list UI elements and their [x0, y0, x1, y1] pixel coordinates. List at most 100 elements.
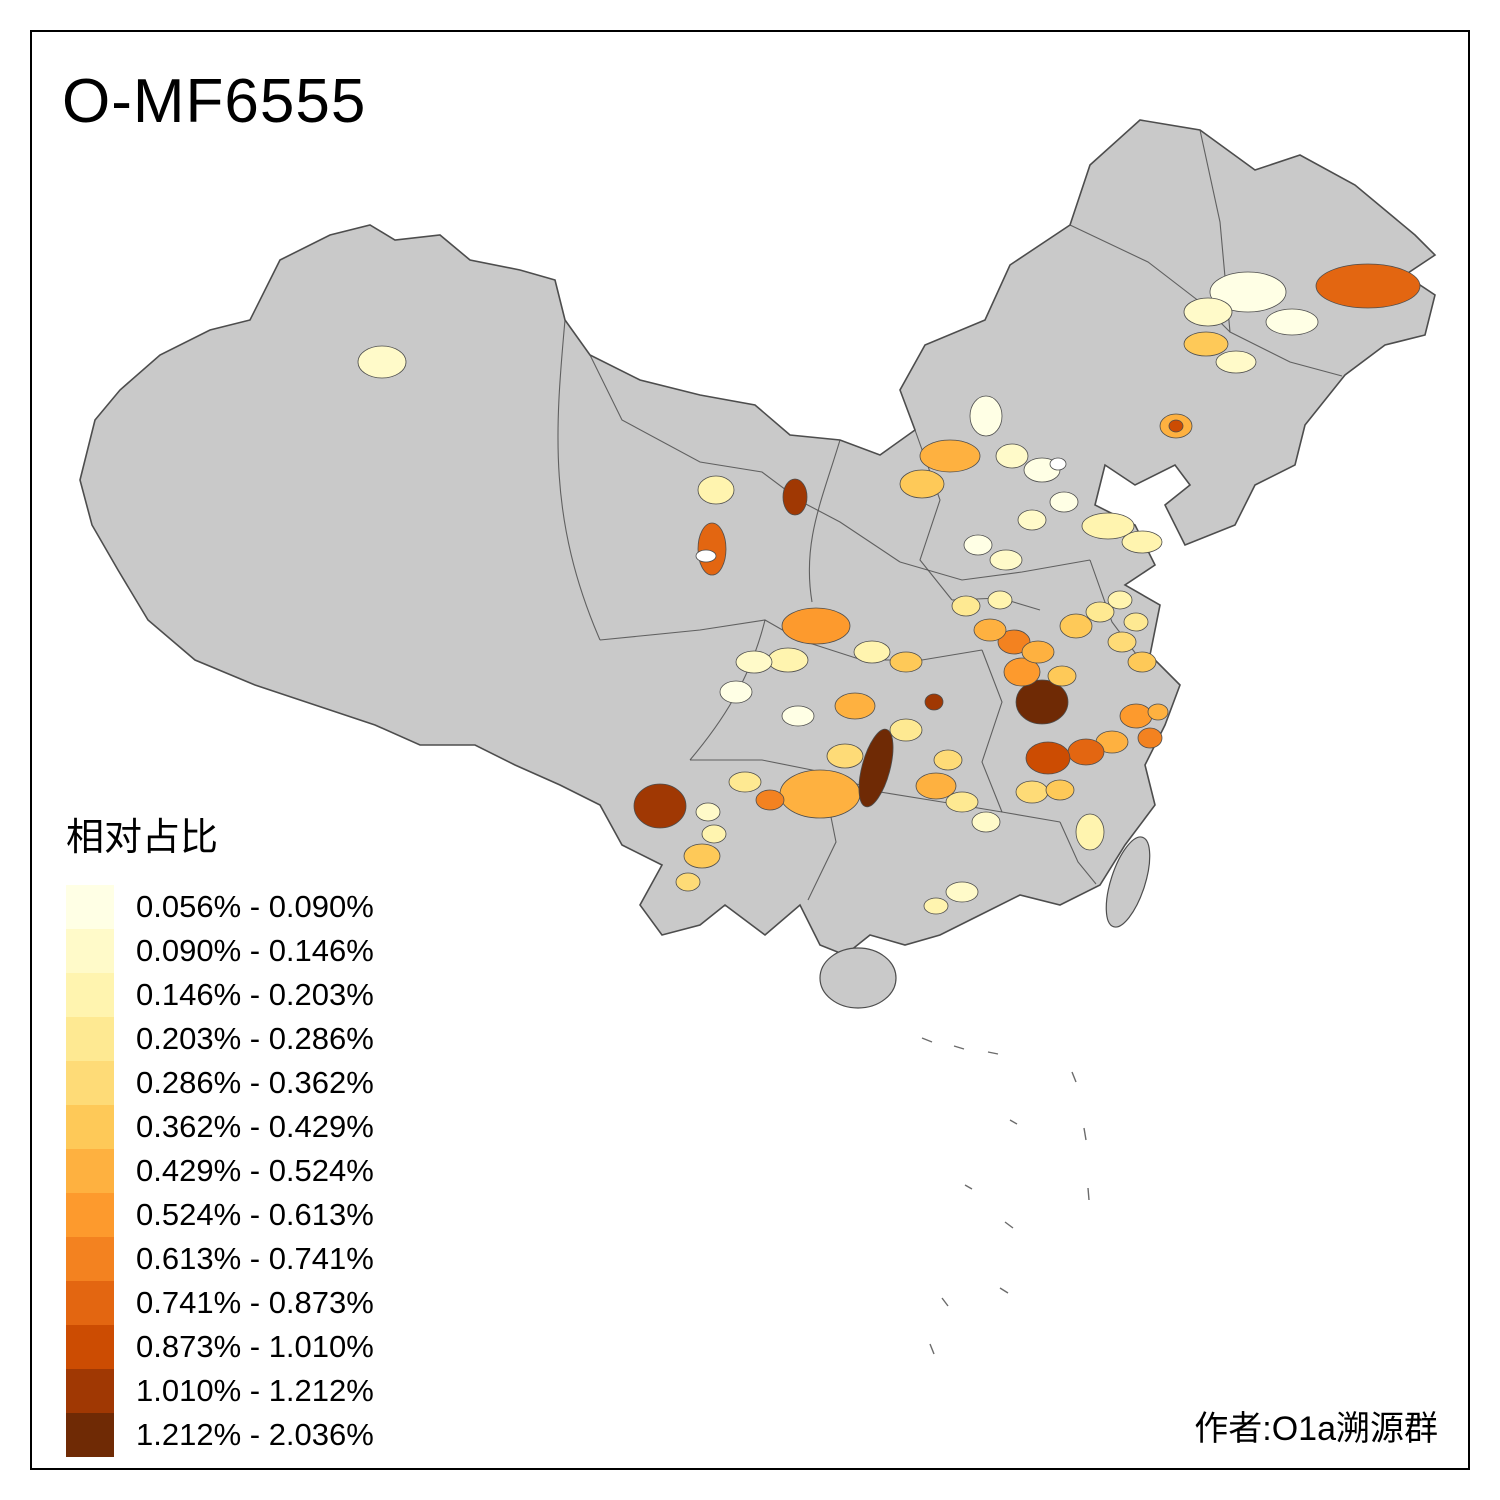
- map-region: [728, 771, 762, 793]
- map-region: [1183, 297, 1233, 327]
- legend-row: 0.146% - 0.203%: [66, 973, 374, 1017]
- legend-swatch: [66, 885, 114, 929]
- legend-row: 1.212% - 2.036%: [66, 1413, 374, 1457]
- map-region: [924, 693, 944, 711]
- map-region: [675, 872, 701, 892]
- legend-row: 1.010% - 1.212%: [66, 1369, 374, 1413]
- map-region: [1127, 651, 1157, 673]
- map-region: [697, 522, 727, 576]
- legend-rows: 0.056% - 0.090% 0.090% - 0.146% 0.146% - 0…: [66, 885, 374, 1457]
- map-region: [826, 743, 864, 769]
- legend-row: 0.203% - 0.286%: [66, 1017, 374, 1061]
- legend-swatch: [66, 1369, 114, 1413]
- legend: 相对占比 0.056% - 0.090% 0.090% - 0.146% 0.146…: [66, 806, 374, 1457]
- map-region: [1003, 657, 1041, 687]
- legend-label: 0.286% - 0.362%: [136, 1065, 374, 1100]
- legend-title: 相对占比: [66, 817, 219, 859]
- map-region: [834, 692, 876, 720]
- map-region: [945, 791, 979, 813]
- map-title: O-MF6555: [62, 67, 367, 136]
- map-region: [923, 897, 949, 915]
- legend-label: 0.146% - 0.203%: [136, 977, 374, 1012]
- map-region: [697, 475, 735, 505]
- legend-swatch: [66, 1237, 114, 1281]
- map-region: [889, 651, 923, 673]
- legend-row: 0.524% - 0.613%: [66, 1193, 374, 1237]
- map-region: [1017, 509, 1047, 531]
- legend-row: 0.286% - 0.362%: [66, 1061, 374, 1105]
- map-region: [1049, 491, 1079, 513]
- author-credit: 作者:O1a溯源群: [1194, 1410, 1438, 1448]
- map-region: [1045, 779, 1075, 801]
- lake: [1049, 457, 1067, 471]
- map-region: [1085, 601, 1115, 623]
- map-region: [1107, 590, 1133, 610]
- legend-swatch: [66, 1325, 114, 1369]
- figure-border: [30, 30, 1470, 1470]
- map-region: [963, 534, 993, 556]
- map-region: [1015, 679, 1069, 725]
- legend-label: 0.741% - 0.873%: [136, 1285, 374, 1320]
- legend-row: 0.429% - 0.524%: [66, 1149, 374, 1193]
- map-region: [701, 824, 727, 844]
- map-region: [1067, 738, 1105, 766]
- map-region: [767, 647, 809, 673]
- legend-row: 0.362% - 0.429%: [66, 1105, 374, 1149]
- map-region: [719, 680, 753, 704]
- map-region: [755, 789, 785, 811]
- legend-row: 0.056% - 0.090%: [66, 885, 374, 929]
- map-region: [683, 843, 721, 869]
- legend-swatch: [66, 1281, 114, 1325]
- taiwan-island: [1105, 836, 1151, 928]
- map-region: [971, 811, 1001, 833]
- legend-label: 1.010% - 1.212%: [136, 1373, 374, 1408]
- legend-label: 0.203% - 0.286%: [136, 1021, 374, 1056]
- map-region: [933, 749, 963, 771]
- map-region: [997, 629, 1031, 655]
- legend-label: 0.613% - 0.741%: [136, 1241, 374, 1276]
- lake: [695, 549, 717, 563]
- legend-label: 0.524% - 0.613%: [136, 1197, 374, 1232]
- map-region: [1168, 419, 1184, 433]
- map-region: [357, 345, 407, 379]
- map-region: [1137, 727, 1163, 749]
- legend-swatch: [66, 1061, 114, 1105]
- map-region: [969, 395, 1003, 437]
- legend-swatch: [66, 1017, 114, 1061]
- map-region: [1015, 780, 1049, 804]
- legend-swatch: [66, 929, 114, 973]
- map-region: [1075, 813, 1105, 851]
- legend-swatch: [66, 1413, 114, 1457]
- map-region: [1021, 640, 1055, 664]
- map-region: [779, 769, 861, 819]
- map-region: [1123, 612, 1149, 632]
- legend-label: 0.362% - 0.429%: [136, 1109, 374, 1144]
- legend-swatch: [66, 1193, 114, 1237]
- legend-row: 0.741% - 0.873%: [66, 1281, 374, 1325]
- legend-row: 0.873% - 1.010%: [66, 1325, 374, 1369]
- province-borders: [557, 129, 1343, 901]
- map-region: [781, 705, 815, 727]
- map-region: [1147, 703, 1169, 721]
- map-region: [1047, 665, 1077, 687]
- colored-regions: [357, 263, 1421, 915]
- map-region: [1265, 308, 1319, 336]
- map-region: [995, 443, 1029, 469]
- map-region: [973, 618, 1007, 642]
- legend-swatch: [66, 1105, 114, 1149]
- map-region: [1059, 613, 1093, 639]
- legend-label: 0.873% - 1.010%: [136, 1329, 374, 1364]
- legend-label: 0.429% - 0.524%: [136, 1153, 374, 1188]
- map-region: [1183, 331, 1229, 357]
- map-region: [899, 469, 945, 499]
- legend-row: 0.090% - 0.146%: [66, 929, 374, 973]
- map-region: [1209, 271, 1287, 313]
- south-china-sea-islets: [921, 1037, 1090, 1355]
- map-region: [781, 607, 851, 645]
- map-region: [919, 439, 981, 473]
- legend-label: 0.090% - 0.146%: [136, 933, 374, 968]
- legend-row: 0.613% - 0.741%: [66, 1237, 374, 1281]
- map-region: [987, 590, 1013, 610]
- map-region: [853, 640, 891, 664]
